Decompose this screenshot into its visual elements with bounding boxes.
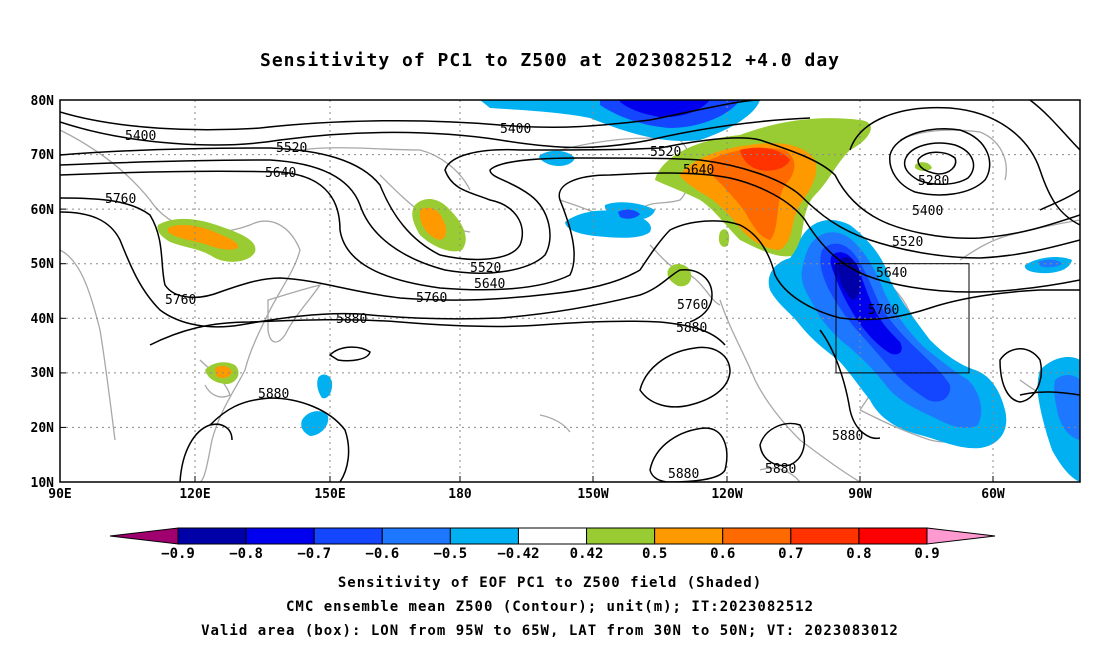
sensitivity-shading	[157, 100, 1080, 482]
contour-label: 5760	[105, 192, 136, 207]
colorbar-label: −0.7	[297, 546, 331, 562]
contour-labels: 5400 5400 5400 5520 5520 5520 5520 5640 …	[105, 122, 949, 482]
contour-label: 5520	[276, 141, 307, 156]
contour-label: 5640	[683, 163, 714, 178]
lon-label: 120W	[711, 487, 742, 502]
latitude-labels: 80N 70N 60N 50N 40N 30N 20N 10N	[31, 94, 55, 491]
contour-label: 5880	[258, 387, 289, 402]
footer-line-3: Valid area (box): LON from 95W to 65W, L…	[201, 623, 899, 639]
lat-label: 20N	[31, 421, 55, 436]
contour-label: 5760	[416, 291, 447, 306]
contour-label: 5520	[892, 235, 923, 250]
colorbar-bin	[313, 527, 383, 545]
map-title: Sensitivity of PC1 to Z500 at 2023082512…	[259, 50, 840, 71]
contour-label: 5880	[765, 462, 796, 477]
lat-label: 80N	[31, 94, 55, 109]
lon-label: 60W	[981, 487, 1005, 502]
colorbar-label: −0.8	[229, 546, 263, 562]
valid-area-box	[835, 263, 970, 374]
contour-label: 5760	[677, 298, 708, 313]
colorbar-bin	[517, 527, 588, 545]
contour-label: 5640	[876, 266, 907, 281]
lon-label: 150E	[314, 487, 345, 502]
lat-label: 30N	[31, 366, 55, 381]
contour-label: 5520	[470, 261, 501, 276]
contour-label: 5520	[650, 145, 681, 160]
footer-line-1: Sensitivity of EOF PC1 to Z500 field (Sh…	[337, 575, 763, 591]
colorbar-label: 0.5	[642, 546, 667, 562]
colorbar-bin	[449, 527, 519, 545]
gridlines	[60, 100, 1080, 482]
contour-label: 5400	[125, 129, 156, 144]
colorbar-bin	[381, 527, 451, 545]
colorbar-label: −0.5	[434, 546, 468, 562]
contour-label: 5400	[500, 122, 531, 137]
colorbar-bin	[858, 527, 928, 545]
axis-ticks	[60, 99, 994, 483]
lon-label: 90E	[48, 487, 71, 502]
lon-label: 180	[448, 487, 472, 502]
contour-label: 5280	[918, 174, 949, 189]
footer-line-2: CMC ensemble mean Z500 (Contour); unit(m…	[285, 599, 814, 615]
contour-label: 5880	[668, 467, 699, 482]
colorbar-label: −0.9	[161, 546, 195, 562]
lon-label: 120E	[179, 487, 210, 502]
colorbar-bin	[245, 527, 315, 545]
colorbar-bin	[722, 527, 792, 545]
lon-label: 90W	[848, 487, 872, 502]
contour-label: 5640	[474, 277, 505, 292]
longitude-labels: 90E 120E 150E 180 150W 120W 90W 60W	[48, 487, 1005, 502]
contour-label: 5880	[676, 321, 707, 336]
map-frame	[59, 99, 1081, 483]
colorbar-label: 0.8	[846, 546, 871, 562]
lon-label: 150W	[577, 487, 608, 502]
z500-contours	[60, 100, 1080, 482]
colorbar-bin	[586, 527, 656, 545]
colorbar-bin	[790, 527, 860, 545]
colorbar-label: 0.42	[570, 546, 604, 562]
colorbar-label: −0.42	[497, 546, 539, 562]
lat-label: 70N	[31, 148, 55, 163]
colorbar-bin	[654, 527, 724, 545]
lat-label: 10N	[31, 476, 55, 491]
colorbar-label: 0.7	[778, 546, 803, 562]
contour-label: 5760	[868, 303, 899, 318]
contour-label: 5640	[265, 166, 296, 181]
colorbar: −0.9 −0.8 −0.7 −0.6 −0.5 −0.42 0.42 0.5 0.6 0.7 0.…	[109, 527, 996, 562]
colorbar-label: −0.6	[365, 546, 399, 562]
contour-label: 5880	[832, 429, 863, 444]
contour-label: 5400	[912, 204, 943, 219]
lat-label: 40N	[31, 312, 55, 327]
colorbar-label: 0.6	[710, 546, 735, 562]
colorbar-min-arrow	[109, 527, 179, 545]
lat-label: 60N	[31, 203, 55, 218]
colorbar-label: 0.9	[914, 546, 939, 562]
contour-label: 5760	[165, 293, 196, 308]
contour-label: 5880	[336, 312, 367, 327]
lat-label: 50N	[31, 257, 55, 272]
colorbar-bin	[177, 527, 247, 545]
colorbar-max-arrow	[926, 527, 996, 545]
